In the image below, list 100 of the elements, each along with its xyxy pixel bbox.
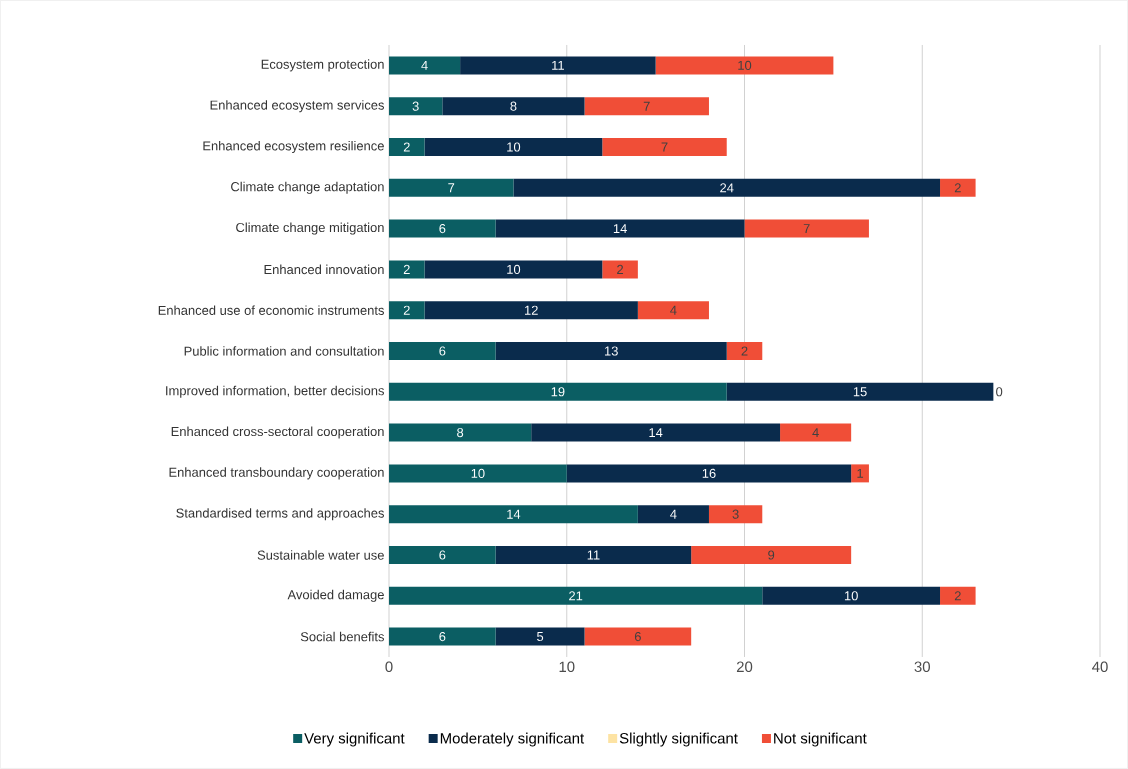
data-label: 14 bbox=[649, 428, 663, 438]
data-label: 6 bbox=[439, 346, 446, 356]
data-label: 10 bbox=[738, 60, 752, 70]
bar bbox=[708, 505, 763, 524]
y-tick-label: Climate change mitigation bbox=[236, 222, 384, 235]
bar bbox=[389, 464, 567, 483]
bar bbox=[762, 586, 941, 605]
data-label: 0 bbox=[996, 387, 1003, 397]
data-label: 7 bbox=[661, 142, 668, 152]
bar bbox=[584, 627, 692, 646]
bar bbox=[389, 505, 638, 524]
bar bbox=[495, 545, 692, 564]
legend-label: Moderately significant bbox=[440, 732, 585, 747]
data-label: 10 bbox=[507, 264, 521, 274]
data-label: 12 bbox=[524, 305, 538, 315]
bar bbox=[655, 56, 834, 75]
bar bbox=[389, 56, 461, 75]
bar bbox=[940, 586, 976, 605]
legend-label: Not significant bbox=[774, 732, 867, 747]
bar bbox=[584, 97, 709, 116]
data-label: 9 bbox=[768, 550, 775, 560]
y-tick-label: Ecosystem protection bbox=[261, 59, 384, 72]
y-tick-label: Enhanced transboundary cooperation bbox=[169, 467, 384, 480]
bar bbox=[389, 219, 496, 238]
x-tick-label: 30 bbox=[914, 661, 930, 673]
bar bbox=[460, 56, 656, 75]
data-label: 16 bbox=[702, 468, 716, 478]
bar bbox=[389, 423, 532, 442]
data-label: 6 bbox=[439, 223, 446, 234]
data-label: 10 bbox=[507, 142, 521, 152]
data-label: 6 bbox=[439, 632, 446, 642]
bar bbox=[389, 341, 496, 360]
y-tick-label: Standardised terms and approaches bbox=[176, 508, 384, 521]
bar bbox=[726, 341, 763, 360]
data-label: 7 bbox=[448, 183, 455, 193]
data-label: 2 bbox=[403, 305, 410, 315]
data-label: 24 bbox=[720, 183, 734, 193]
bar bbox=[531, 423, 781, 442]
bar bbox=[495, 627, 585, 646]
y-tick-label: Sustainable water use bbox=[257, 550, 384, 560]
data-label: 11 bbox=[587, 550, 600, 560]
x-tick-label: 10 bbox=[559, 661, 575, 673]
data-label: 15 bbox=[853, 387, 867, 397]
data-label: 10 bbox=[471, 468, 485, 478]
bar bbox=[389, 260, 425, 279]
y-tick-label: Enhanced use of economic instruments bbox=[158, 305, 384, 315]
bar bbox=[424, 137, 603, 156]
data-label: 11 bbox=[552, 60, 564, 70]
x-tick-label: 40 bbox=[1092, 661, 1108, 673]
data-label: 7 bbox=[643, 101, 650, 111]
bar bbox=[389, 137, 425, 156]
legend-label: Very significant bbox=[304, 732, 405, 747]
data-label: 6 bbox=[634, 632, 641, 642]
bar bbox=[495, 219, 745, 238]
bar bbox=[442, 97, 585, 116]
bar bbox=[691, 545, 852, 564]
data-label: 14 bbox=[507, 509, 521, 519]
y-tick-label: Enhanced cross-sectoral cooperation bbox=[171, 426, 384, 439]
data-label: 7 bbox=[803, 224, 810, 234]
bar bbox=[389, 586, 763, 605]
bar bbox=[389, 97, 443, 116]
bar bbox=[602, 137, 727, 156]
bar bbox=[780, 423, 852, 442]
data-label: 1 bbox=[857, 468, 864, 478]
data-label: 4 bbox=[670, 509, 677, 519]
x-tick-label: 20 bbox=[736, 661, 753, 673]
bar bbox=[389, 178, 514, 197]
bar bbox=[851, 464, 869, 483]
data-label: 8 bbox=[457, 428, 464, 438]
y-tick-label: Enhanced innovation bbox=[264, 264, 384, 275]
data-label: 4 bbox=[421, 60, 428, 70]
bar bbox=[940, 178, 976, 197]
data-label: 2 bbox=[741, 346, 748, 356]
bar bbox=[424, 301, 638, 320]
bar bbox=[389, 382, 727, 401]
bar bbox=[637, 301, 709, 320]
y-tick-label: Avoided damage bbox=[287, 589, 384, 602]
data-label: 10 bbox=[844, 591, 858, 601]
y-tick-label: Public information and consultation bbox=[184, 346, 384, 356]
bar bbox=[744, 219, 869, 238]
data-label: 2 bbox=[403, 264, 410, 274]
data-label: 2 bbox=[954, 591, 961, 601]
data-label: 4 bbox=[812, 428, 819, 438]
data-label: 2 bbox=[954, 183, 961, 193]
data-label: 19 bbox=[551, 387, 565, 397]
bar bbox=[602, 260, 638, 279]
bar bbox=[566, 464, 852, 483]
bar bbox=[513, 178, 941, 197]
bar bbox=[495, 341, 727, 360]
data-label: 8 bbox=[510, 101, 517, 111]
y-tick-label: Climate change adaptation bbox=[231, 181, 384, 194]
bar bbox=[389, 301, 425, 320]
bar bbox=[389, 627, 496, 646]
y-tick-label: Enhanced ecosystem resilience bbox=[203, 140, 384, 154]
bar bbox=[726, 382, 994, 401]
data-label: 13 bbox=[604, 346, 618, 356]
x-tick-label: 0 bbox=[385, 661, 393, 673]
data-label: 3 bbox=[412, 101, 419, 111]
data-label: 21 bbox=[569, 591, 583, 601]
legend-label: Slightly significant bbox=[619, 732, 738, 747]
